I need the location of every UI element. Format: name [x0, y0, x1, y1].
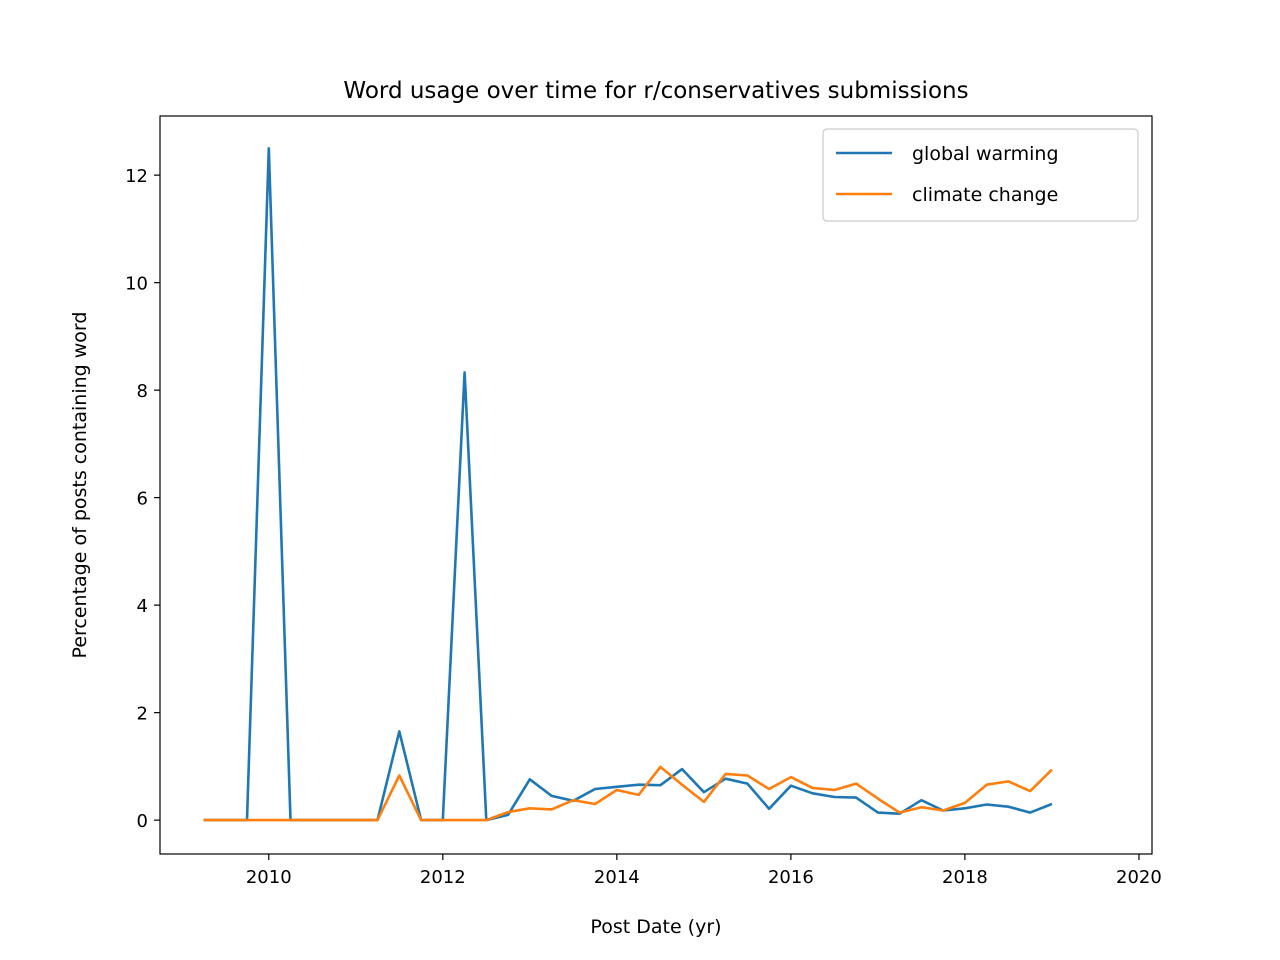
- y-tick-label: 2: [137, 704, 148, 725]
- series-line-1: [203, 765, 1053, 822]
- y-tick-label: 0: [137, 811, 148, 832]
- x-tick-label: 2016: [768, 867, 814, 888]
- x-axis: 2010 2012 2014 2016 2018 2020: [246, 854, 1162, 888]
- plot-area: [160, 116, 1152, 854]
- legend-label: global warming: [912, 143, 1059, 165]
- y-axis-label: Percentage of posts containing word: [69, 312, 91, 659]
- y-axis: 0 2 4 6 8 10 12: [125, 166, 160, 832]
- plot-frame: [159, 115, 1153, 855]
- legend: global warming climate change: [822, 128, 1139, 222]
- y-tick-label: 10: [125, 274, 148, 295]
- y-tick-label: 6: [137, 489, 148, 510]
- x-tick-label: 2014: [594, 867, 640, 888]
- x-tick-label: 2012: [420, 867, 466, 888]
- x-tick-label: 2020: [1116, 867, 1162, 888]
- x-axis-label: Post Date (yr): [590, 916, 721, 938]
- legend-box: [822, 128, 1139, 222]
- y-tick-label: 4: [137, 596, 148, 617]
- series-lines: [203, 147, 1053, 822]
- chart-title: Word usage over time for r/conservatives…: [343, 78, 968, 104]
- x-tick-label: 2018: [942, 867, 988, 888]
- y-tick-label: 12: [125, 166, 148, 187]
- legend-label: climate change: [912, 184, 1058, 206]
- x-tick-label: 2010: [246, 867, 292, 888]
- y-tick-label: 8: [137, 381, 148, 402]
